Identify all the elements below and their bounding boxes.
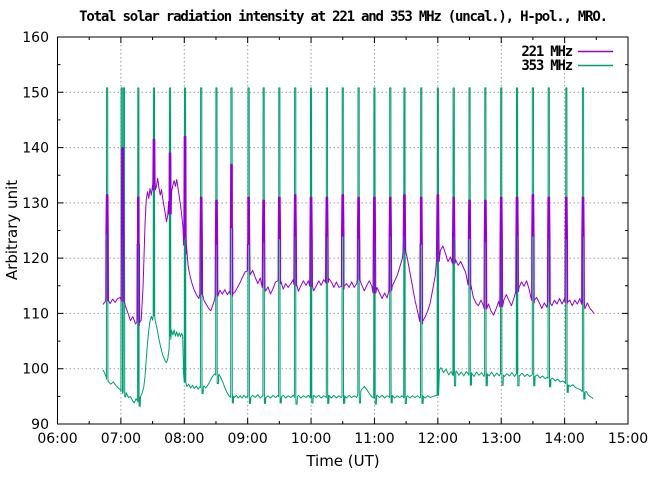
y-tick-label: 150 bbox=[22, 85, 49, 101]
x-axis-label: Time (UT) bbox=[305, 452, 379, 470]
x-tick-label: 12:00 bbox=[418, 431, 458, 447]
x-tick-label: 06:00 bbox=[37, 431, 77, 447]
y-tick-label: 130 bbox=[22, 196, 49, 212]
y-tick-label: 140 bbox=[22, 141, 49, 157]
x-tick-label: 11:00 bbox=[354, 431, 394, 447]
series-353mhz-line bbox=[102, 87, 594, 407]
x-tick-label: 08:00 bbox=[164, 431, 204, 447]
y-tick-label: 110 bbox=[22, 306, 49, 322]
x-tick-label: 09:00 bbox=[227, 431, 267, 447]
y-tick-label: 160 bbox=[22, 30, 49, 46]
x-tick-label: 14:00 bbox=[544, 431, 584, 447]
legend: 221 MHz 353 MHz bbox=[521, 44, 613, 74]
y-tick-label: 120 bbox=[22, 251, 49, 267]
plot-border bbox=[57, 36, 629, 425]
legend-label-221mhz: 221 MHz bbox=[521, 44, 572, 60]
y-tick-label: 90 bbox=[31, 417, 49, 433]
legend-label-353mhz: 353 MHz bbox=[521, 58, 572, 74]
series-221mhz-line bbox=[102, 136, 595, 327]
y-tick-label: 100 bbox=[22, 362, 49, 378]
x-tick-label: 07:00 bbox=[101, 431, 141, 447]
x-tick-label: 15:00 bbox=[608, 431, 648, 447]
x-tick-label: 10:00 bbox=[291, 431, 331, 447]
chart-title: Total solar radiation intensity at 221 a… bbox=[79, 9, 607, 25]
axis-tick-labels: 06:00 07:00 08:00 09:00 10:00 11:00 12:00 13:00… bbox=[22, 30, 648, 447]
y-axis-label: Arbitrary unit bbox=[3, 180, 21, 280]
x-tick-label: 13:00 bbox=[481, 431, 521, 447]
